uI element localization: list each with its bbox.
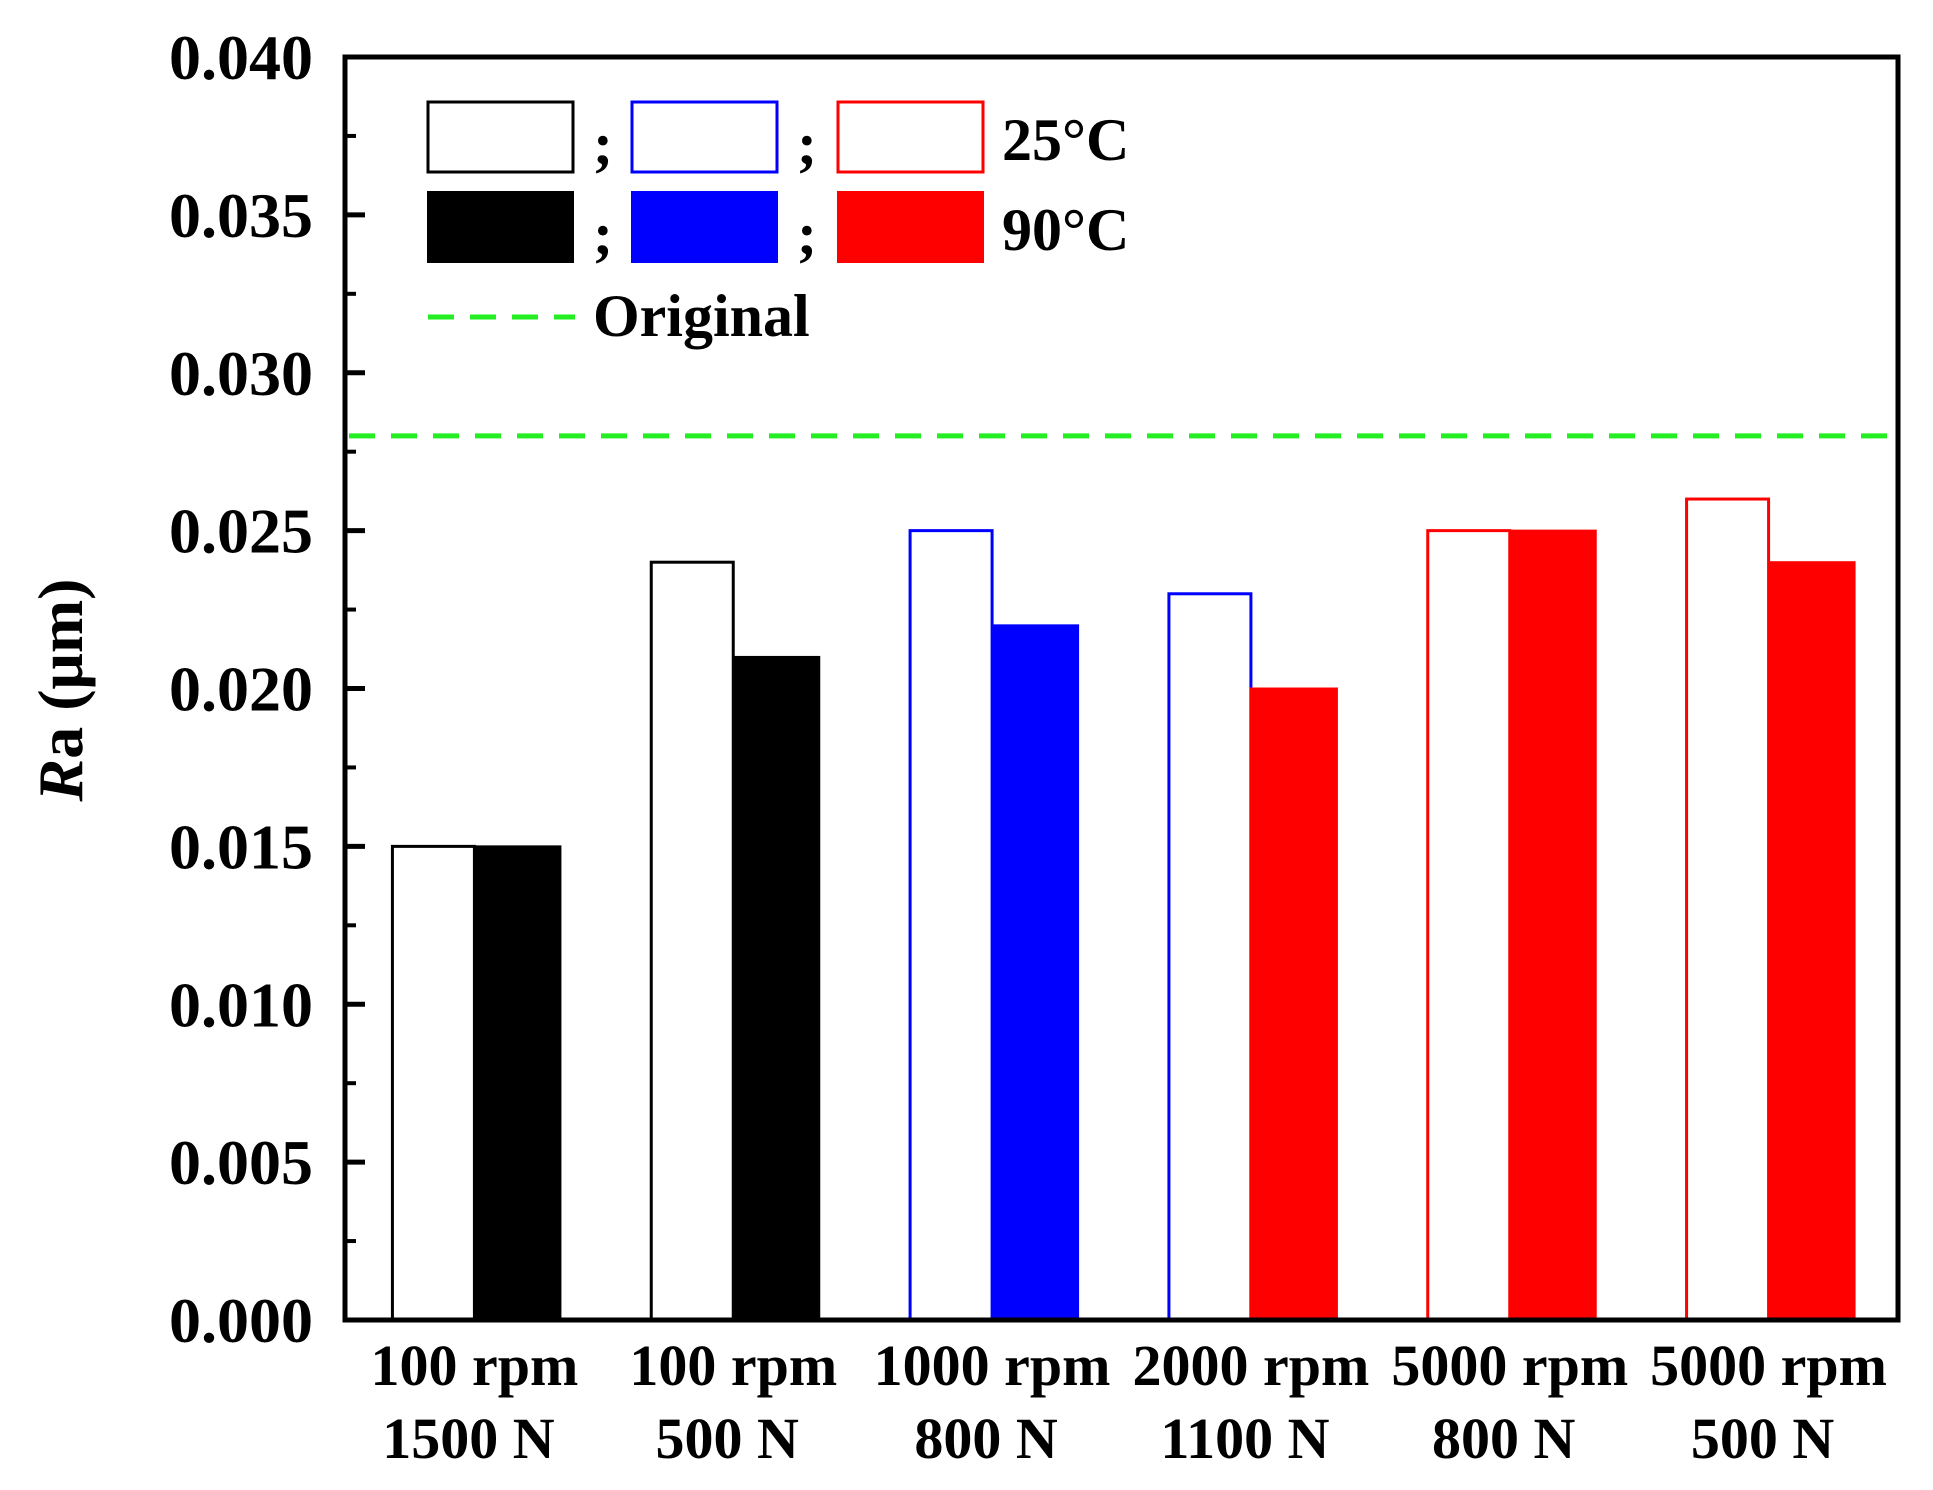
bar-90c-2 [991, 624, 1080, 1321]
bar-90c-5 [1767, 561, 1856, 1321]
y-tick-label: 0.005 [169, 1127, 313, 1198]
bar-25c-2 [908, 529, 994, 1322]
legend-swatch-outline [426, 100, 575, 174]
legend-separator: ; [593, 111, 613, 177]
y-tick-label: 0.040 [169, 22, 313, 93]
bars-group [390, 497, 1856, 1322]
y-tick-label: 0.015 [169, 811, 313, 882]
x-label-line2: 1500 N [382, 1406, 555, 1471]
x-label-line2: 800 N [914, 1406, 1058, 1471]
y-tick-label: 0.000 [169, 1285, 313, 1356]
x-label-line2: 500 N [1691, 1406, 1835, 1471]
x-label-line1: 2000 rpm [1133, 1333, 1370, 1398]
bar-25c-1 [649, 560, 735, 1322]
y-tick-label: 0.035 [169, 180, 313, 251]
legend-line-label: Original [593, 283, 810, 349]
y-axis-label-rest: a (μm) [25, 579, 96, 759]
y-axis-label-italic: R [25, 759, 96, 803]
x-label-line1: 100 rpm [371, 1333, 579, 1398]
y-tick-label: 0.010 [169, 969, 313, 1040]
legend-separator: ; [797, 111, 817, 177]
y-tick-label: 0.030 [169, 338, 313, 409]
legend-separator: ; [593, 201, 613, 267]
bar-25c-5 [1685, 497, 1771, 1322]
x-label-line1: 5000 rpm [1650, 1333, 1887, 1398]
y-tick-label: 0.020 [169, 654, 313, 725]
y-tick-label: 0.025 [169, 496, 313, 567]
legend-swatch-outline [630, 100, 779, 174]
bar-25c-4 [1426, 529, 1512, 1322]
bar-90c-0 [473, 845, 562, 1321]
y-ticks-group: 0.000 0.005 0.010 0.015 0.020 0.025 0.030 0.035… [169, 22, 365, 1356]
x-label-line2: 1100 N [1160, 1406, 1329, 1471]
x-label-line1: 100 rpm [629, 1333, 837, 1398]
legend-swatch-outline [836, 100, 985, 174]
legend-swatch-filled [837, 191, 984, 263]
legend: ;; 25°C;; 90°C Original [426, 100, 1129, 349]
legend-row-label: 25°C [1002, 107, 1129, 173]
bar-90c-1 [732, 655, 821, 1321]
legend-swatch-filled [631, 191, 778, 263]
x-label-line1: 5000 rpm [1391, 1333, 1628, 1398]
y-axis-label: Ra (μm) [25, 579, 96, 803]
x-label-line2: 500 N [656, 1406, 800, 1471]
x-labels-group: 100 rpm 1500 N 100 rpm 500 N 1000 rpm 800 N 20… [371, 1333, 1887, 1471]
legend-separator: ; [797, 201, 817, 267]
bar-90c-4 [1508, 529, 1597, 1321]
bar-25c-3 [1167, 592, 1253, 1322]
x-label-line1: 1000 rpm [874, 1333, 1111, 1398]
bar-90c-3 [1249, 687, 1338, 1321]
legend-swatch-filled [427, 191, 574, 263]
legend-row-label: 90°C [1002, 197, 1129, 263]
x-label-line2: 800 N [1432, 1406, 1576, 1471]
bar-25c-0 [390, 844, 476, 1322]
